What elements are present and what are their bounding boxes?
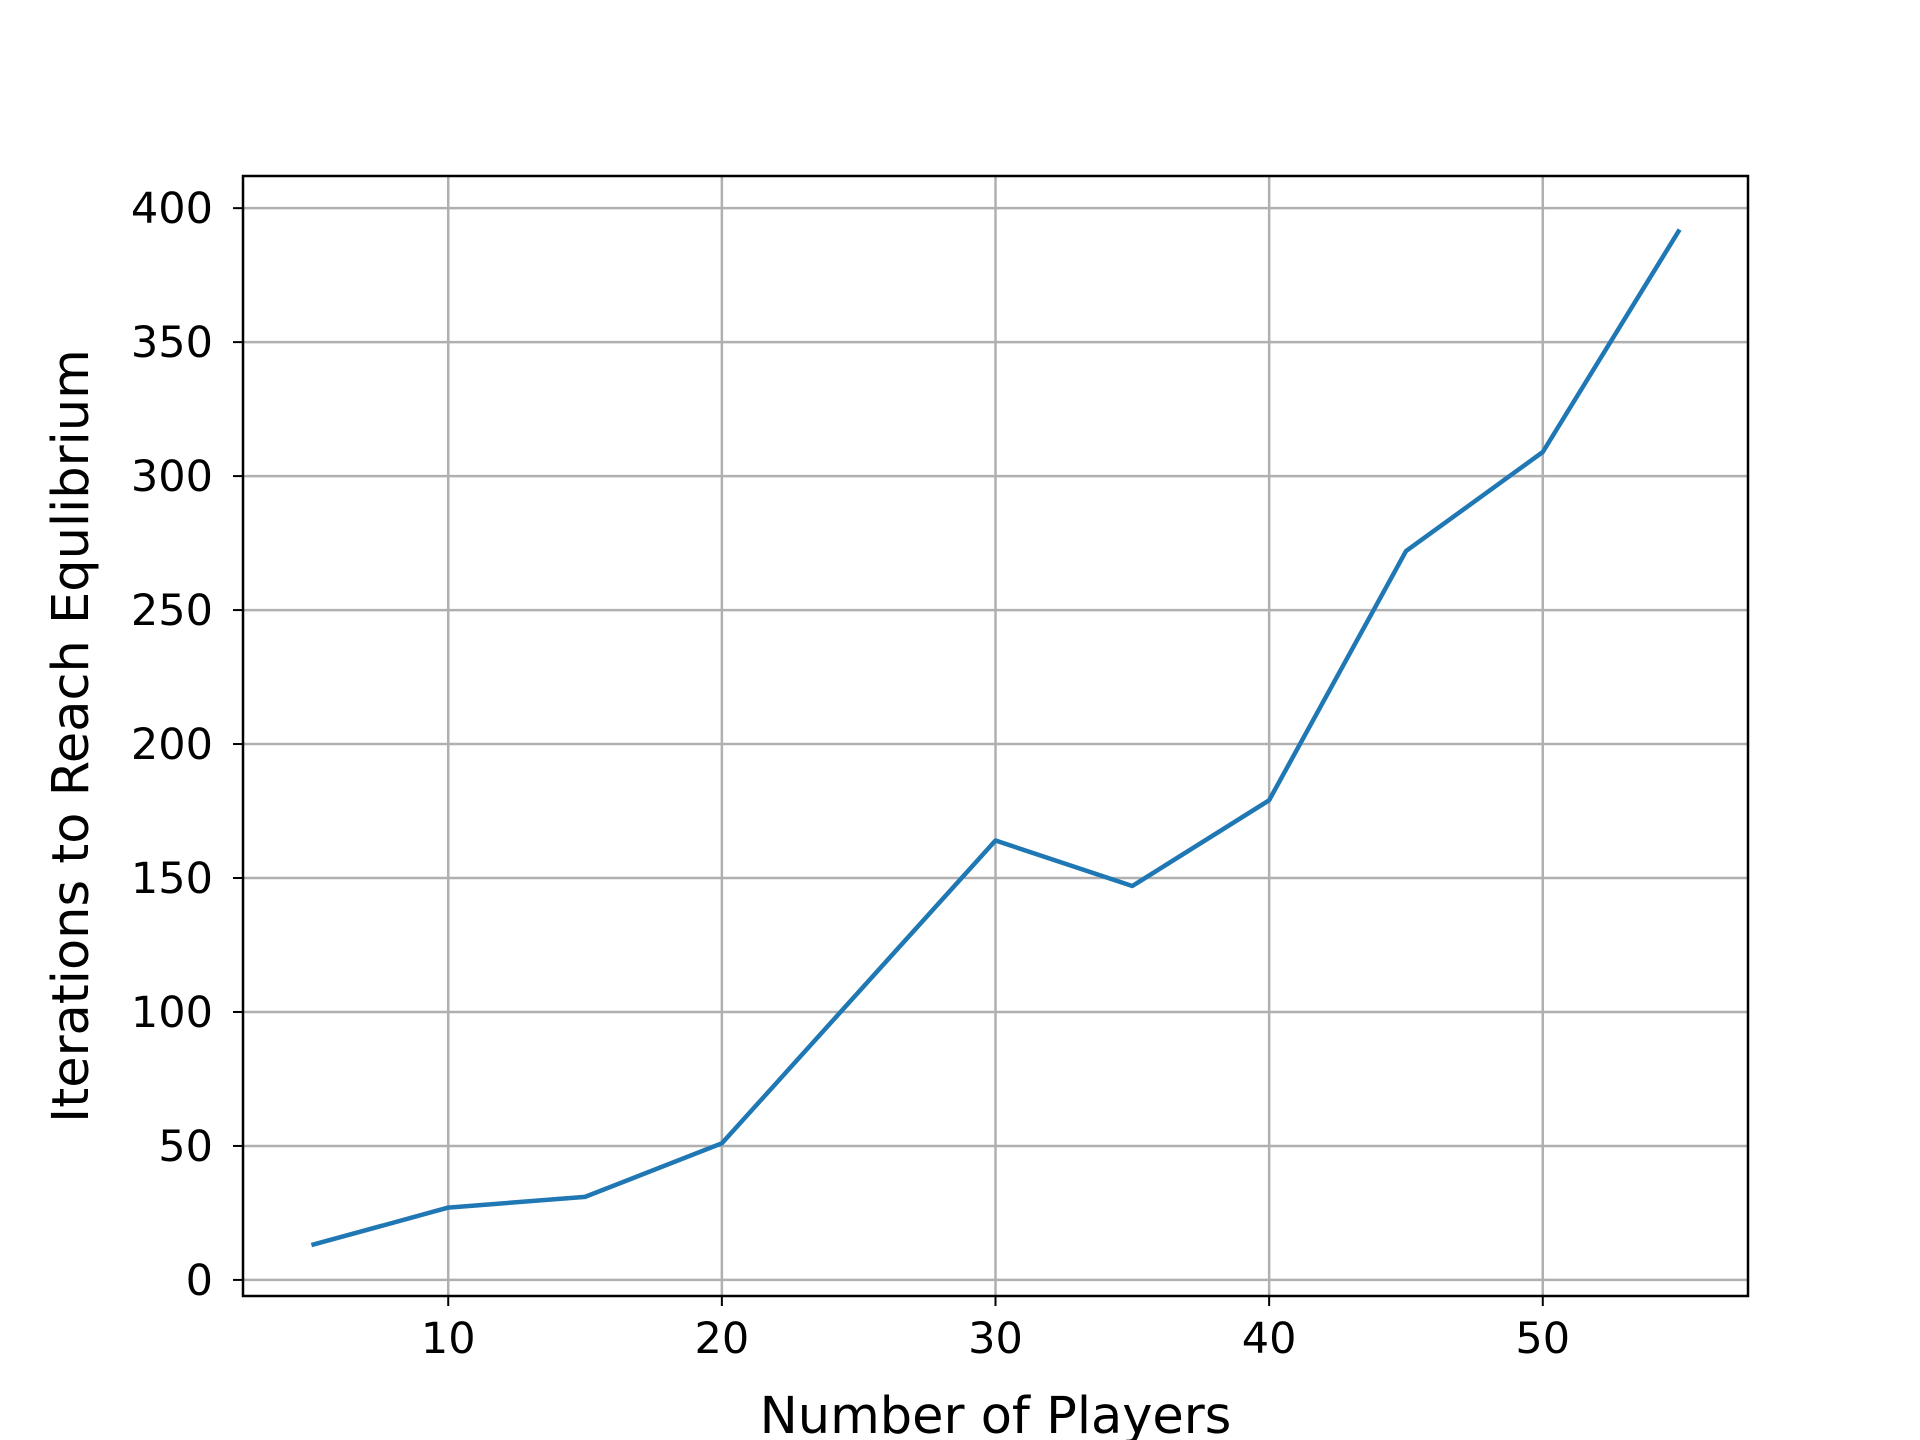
x-tick-label: 20 bbox=[695, 1314, 750, 1364]
y-tick-label: 50 bbox=[158, 1122, 213, 1172]
y-tick-label: 300 bbox=[131, 452, 213, 502]
x-axis-title: Number of Players bbox=[760, 1387, 1232, 1440]
x-tick-label: 30 bbox=[968, 1314, 1023, 1364]
series-layer bbox=[310, 228, 1682, 1248]
y-tick-label: 150 bbox=[131, 854, 213, 904]
axis-ticks: 10 20 30 40 50 0 50 100 150 200 250 300 350 400 bbox=[131, 184, 1570, 1364]
y-tick-label: 400 bbox=[131, 184, 213, 234]
x-tick-label: 40 bbox=[1242, 1314, 1297, 1364]
x-tick-label: 50 bbox=[1515, 1314, 1570, 1364]
y-tick-label: 0 bbox=[186, 1256, 213, 1306]
x-tick-label: 10 bbox=[421, 1314, 476, 1364]
y-tick-label: 350 bbox=[131, 318, 213, 368]
series-line bbox=[310, 228, 1682, 1248]
y-tick-label: 250 bbox=[131, 586, 213, 636]
grid-lines bbox=[243, 176, 1748, 1296]
y-axis-title: Iterations to Reach Equlibrium bbox=[42, 349, 101, 1123]
y-tick-label: 100 bbox=[131, 988, 213, 1038]
y-tick-label: 200 bbox=[131, 720, 213, 770]
